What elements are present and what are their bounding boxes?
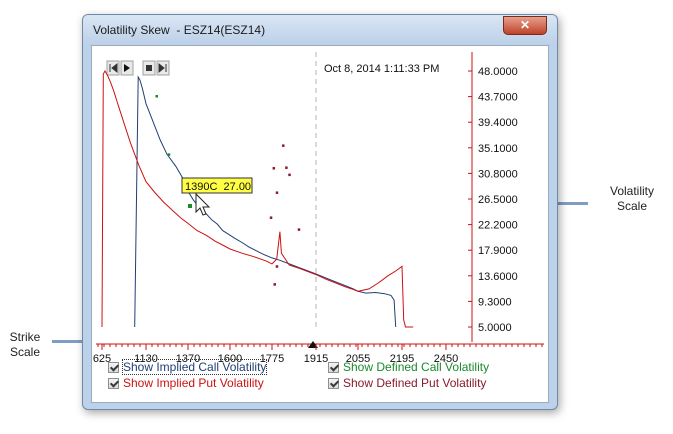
hover-tooltip: 1390C 27.00: [181, 177, 253, 194]
stop-icon: [146, 65, 152, 71]
volatility-skew-window: Volatility Skew - ESZ14(ESZ14) ✕ Oct 8, …: [82, 14, 558, 410]
strike-tick-label: 1370: [176, 353, 200, 365]
strike-tick-label: 1600: [218, 353, 242, 365]
strike-tick-label: 625: [93, 353, 111, 365]
window-title: Volatility Skew - ESZ14(ESZ14): [93, 23, 266, 37]
volatility-tick-label: 43.7000: [478, 92, 518, 104]
volatility-scale-label-2: Scale: [616, 199, 648, 213]
defined-put-point: [285, 166, 288, 169]
tooltip-box: [181, 177, 253, 194]
strike-tick-label: 2450: [434, 353, 458, 365]
implied-put-check[interactable]: [108, 377, 119, 389]
implied-put-label[interactable]: Show Implied Put Volatility: [123, 376, 264, 390]
tooltip-text: 1390C 27.00: [185, 181, 251, 193]
strike-tick-label: 2195: [390, 353, 414, 365]
implied-call-line: [134, 75, 397, 328]
skip-forward-icon: [158, 62, 167, 74]
implied-call-check[interactable]: [108, 361, 119, 373]
volatility-axis-ticks: 48.0000 43.7000 39.4000 35.1000 30.8000 26.50…: [468, 66, 518, 334]
strike-axis-minor-ticks: [97, 344, 543, 347]
show-defined-put-checkbox[interactable]: Show Defined Put Volatility: [328, 376, 486, 390]
show-implied-call-checkbox[interactable]: Show Implied Call Volatility: [108, 359, 268, 375]
volatility-tick-label: 22.2000: [478, 220, 518, 232]
implied-call-label[interactable]: Show Implied Call Volatility: [121, 359, 268, 375]
volatility-scale-pointer: [532, 202, 588, 205]
volatility-tick-label: 26.5000: [478, 194, 518, 206]
skip-back-icon: [109, 62, 118, 74]
timestamp: Oct 8, 2014 1:11:33 PM: [324, 63, 439, 75]
strike-tick-label: 2055: [346, 353, 370, 365]
volatility-scale-annotation: Volatility Scale: [597, 184, 667, 214]
defined-put-point: [275, 191, 279, 194]
defined-put-point: [269, 216, 273, 219]
defined-call-label[interactable]: Show Defined Call Volatility: [343, 360, 490, 374]
show-implied-put-checkbox[interactable]: Show Implied Put Volatility: [108, 376, 264, 390]
strike-scale-label-1: Strike: [9, 330, 41, 344]
defined-call-point: [155, 95, 158, 98]
defined-call-point: [167, 153, 171, 156]
mouse-cursor-icon: [195, 192, 211, 216]
strike-scale-annotation: Strike Scale: [2, 330, 48, 360]
defined-put-point: [272, 167, 276, 170]
volatility-tick-label: 9.3000: [478, 296, 512, 308]
defined-put-label[interactable]: Show Defined Put Volatility: [343, 376, 487, 390]
strike-tick-label: 1915: [304, 353, 328, 365]
volatility-tick-label: 30.8000: [478, 168, 518, 180]
strike-tick-label: 1130: [134, 353, 158, 365]
volatility-tick-label: 13.6000: [478, 271, 518, 283]
hovered-defined-call-point: [188, 204, 192, 208]
playback-controls: [106, 60, 170, 76]
volatility-skew-chart: Oct 8, 2014 1:11:33 PM 48.0000 43.7000 39.…: [93, 52, 544, 365]
strike-axis-ticks: 625 1130 1370 1600 1775 1915 2055 2195 2450: [93, 344, 458, 365]
defined-put-point: [273, 283, 277, 286]
implied-put-line: [101, 69, 414, 328]
strike-scale-label-2: Scale: [9, 345, 41, 359]
defined-put-check[interactable]: [328, 377, 339, 389]
strike-scale-pointer: [52, 340, 96, 343]
volatility-tick-label: 35.1000: [478, 143, 518, 155]
volatility-tick-label: 5.0000: [478, 322, 512, 334]
strike-tick-label: 1775: [260, 353, 284, 365]
defined-put-point: [297, 228, 301, 231]
defined-put-point: [275, 265, 279, 268]
volatility-scale-label-1: Volatility: [609, 184, 655, 198]
chart-client-area: Oct 8, 2014 1:11:33 PM 48.0000 43.7000 39.…: [91, 45, 549, 403]
volatility-tick-label: 48.0000: [478, 66, 518, 78]
close-button[interactable]: ✕: [503, 16, 547, 35]
show-defined-call-checkbox[interactable]: Show Defined Call Volatility: [328, 360, 489, 374]
defined-call-check[interactable]: [328, 361, 339, 373]
volatility-tick-label: 39.4000: [478, 117, 518, 129]
defined-put-point: [282, 144, 285, 147]
title-bar[interactable]: Volatility Skew - ESZ14(ESZ14) ✕: [83, 15, 557, 45]
defined-put-point: [288, 173, 291, 177]
series-layer: [101, 69, 414, 328]
volatility-tick-label: 17.9000: [478, 245, 518, 257]
play-icon: [124, 64, 130, 72]
